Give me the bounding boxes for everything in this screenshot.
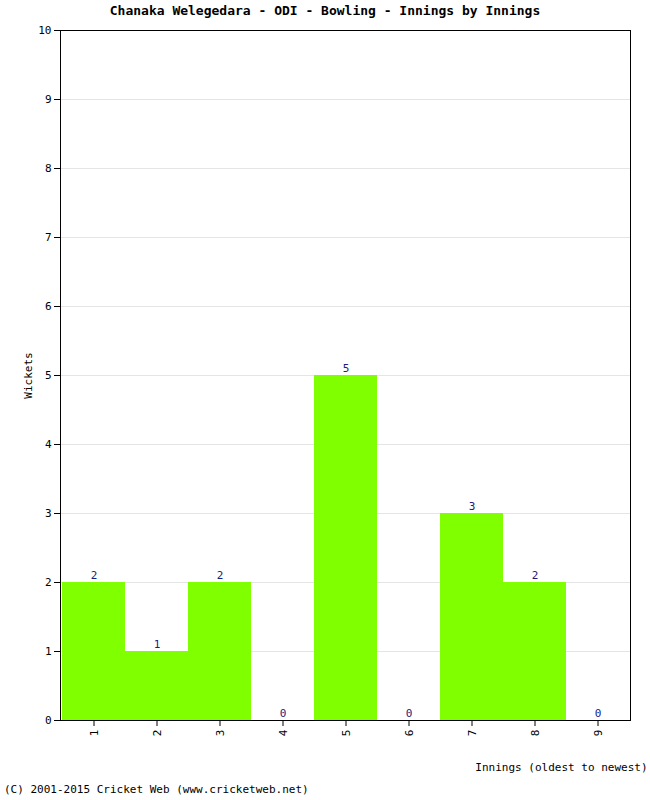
svg-text:Innings (oldest to newest): Innings (oldest to newest) (475, 761, 647, 774)
svg-text:0: 0 (406, 707, 413, 720)
svg-text:Wickets: Wickets (22, 352, 35, 398)
svg-text:8: 8 (529, 730, 542, 737)
svg-text:3: 3 (214, 730, 227, 737)
svg-text:9: 9 (592, 730, 605, 737)
svg-text:7: 7 (466, 730, 479, 737)
svg-text:1: 1 (45, 645, 52, 658)
html-text:Chanaka Welegedara - ODI - Bow: Chanaka Welegedara - ODI - Bowling - Inn… (109, 3, 541, 18)
svg-text:0: 0 (45, 714, 52, 727)
svg-text:1: 1 (154, 638, 161, 651)
html-text:(C) 2001-2015 Cricket Web (www: (C) 2001-2015 Cricket Web (www.cricketwe… (4, 783, 309, 796)
svg-text:3: 3 (469, 500, 476, 513)
svg-text:1: 1 (88, 730, 101, 737)
svg-text:2: 2 (532, 569, 539, 582)
svg-text:5: 5 (340, 730, 353, 737)
svg-text:9: 9 (45, 93, 52, 106)
svg-text:8: 8 (45, 162, 52, 175)
svg-text:7: 7 (45, 231, 52, 244)
svg-text:2: 2 (217, 569, 224, 582)
svg-text:0: 0 (280, 707, 287, 720)
svg-text:2: 2 (91, 569, 98, 582)
svg-text:2: 2 (151, 730, 164, 737)
svg-text:4: 4 (277, 729, 290, 736)
svg-text:10: 10 (38, 24, 51, 37)
svg-text:4: 4 (45, 438, 52, 451)
svg-text:5: 5 (343, 362, 350, 375)
svg-text:2: 2 (45, 576, 52, 589)
svg-text:3: 3 (45, 507, 52, 520)
svg-text:6: 6 (45, 300, 52, 313)
svg-text:0: 0 (595, 707, 602, 720)
svg-text:6: 6 (403, 730, 416, 737)
svg-text:5: 5 (45, 369, 52, 382)
